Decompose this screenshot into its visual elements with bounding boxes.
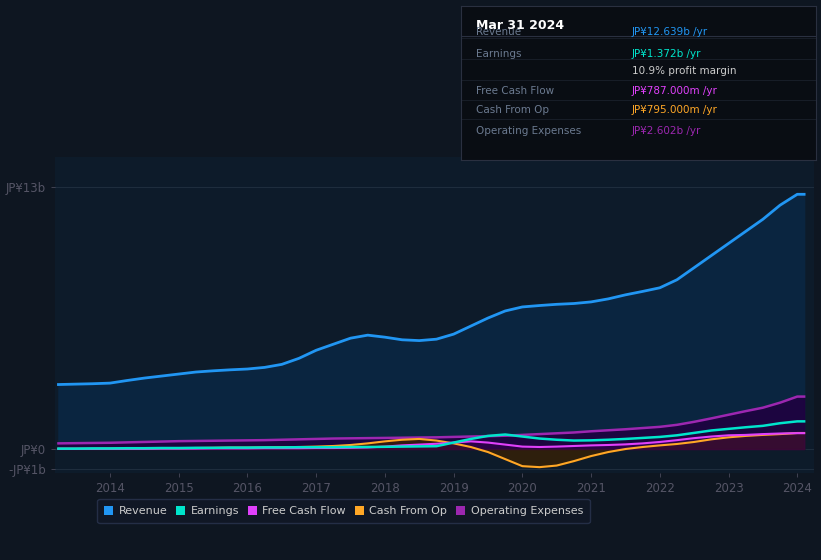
Legend: Revenue, Earnings, Free Cash Flow, Cash From Op, Operating Expenses: Revenue, Earnings, Free Cash Flow, Cash … — [98, 499, 589, 523]
Text: JP¥1.372b /yr: JP¥1.372b /yr — [631, 49, 701, 59]
Text: JP¥12.639b /yr: JP¥12.639b /yr — [631, 27, 708, 37]
Text: Free Cash Flow: Free Cash Flow — [475, 86, 553, 96]
Text: Mar 31 2024: Mar 31 2024 — [475, 20, 564, 32]
Text: Cash From Op: Cash From Op — [475, 105, 548, 115]
Text: 10.9% profit margin: 10.9% profit margin — [631, 67, 736, 77]
Text: Earnings: Earnings — [475, 49, 521, 59]
Text: JP¥2.602b /yr: JP¥2.602b /yr — [631, 126, 701, 136]
Text: JP¥795.000m /yr: JP¥795.000m /yr — [631, 105, 718, 115]
Text: Revenue: Revenue — [475, 27, 521, 37]
Text: JP¥787.000m /yr: JP¥787.000m /yr — [631, 86, 718, 96]
Text: Operating Expenses: Operating Expenses — [475, 126, 580, 136]
